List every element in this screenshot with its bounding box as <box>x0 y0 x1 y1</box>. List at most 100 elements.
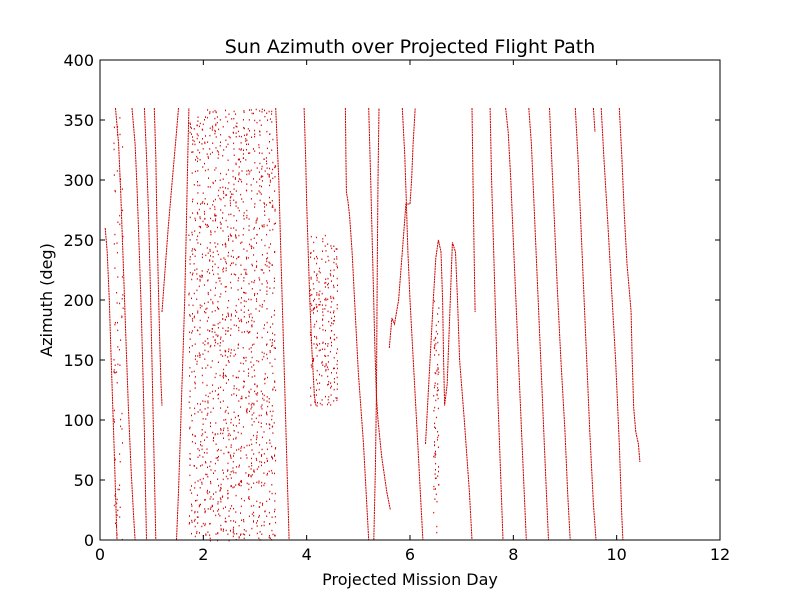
series-trace-10 <box>368 107 391 511</box>
data-point <box>204 213 205 215</box>
data-point <box>309 331 311 334</box>
data-point <box>250 169 252 172</box>
data-point <box>251 325 253 328</box>
data-point <box>437 446 439 448</box>
data-point <box>225 109 226 112</box>
data-point <box>223 374 225 377</box>
data-point <box>119 516 121 518</box>
data-point <box>235 162 237 165</box>
data-point <box>193 248 195 250</box>
data-point <box>244 331 245 333</box>
data-point <box>322 319 324 321</box>
data-point <box>191 505 193 507</box>
data-point <box>233 430 235 432</box>
data-point <box>240 480 242 483</box>
data-point <box>223 373 224 375</box>
data-point <box>336 290 338 292</box>
data-point <box>212 181 214 184</box>
data-point <box>214 331 216 334</box>
data-point <box>209 465 211 468</box>
data-point <box>265 423 267 425</box>
data-point <box>312 308 314 310</box>
data-point <box>269 133 271 135</box>
data-point <box>251 344 253 346</box>
data-point <box>197 310 199 312</box>
data-point <box>223 429 224 432</box>
data-point <box>434 344 436 346</box>
data-point <box>122 307 124 309</box>
data-point <box>437 333 439 335</box>
data-point <box>434 354 436 356</box>
data-point <box>225 409 227 412</box>
data-point <box>243 134 245 137</box>
data-point <box>316 279 318 282</box>
data-point <box>254 293 256 295</box>
data-point <box>233 533 235 535</box>
data-point <box>217 226 218 229</box>
data-point <box>113 142 115 145</box>
data-point <box>243 370 245 372</box>
data-point <box>246 133 248 135</box>
data-point <box>191 441 193 443</box>
data-point <box>225 446 227 448</box>
data-point <box>250 184 252 186</box>
data-point <box>322 341 324 344</box>
data-point <box>224 258 226 261</box>
data-point <box>318 349 320 352</box>
data-point <box>230 422 232 424</box>
data-point <box>310 289 312 291</box>
data-point <box>114 190 116 193</box>
data-point <box>214 132 216 135</box>
data-point <box>240 432 242 435</box>
data-point <box>204 439 205 441</box>
data-point <box>248 402 250 405</box>
data-point <box>193 128 195 130</box>
data-point <box>215 443 217 445</box>
data-point <box>225 246 227 248</box>
series-trace-3 <box>143 107 157 541</box>
data-point <box>336 360 338 362</box>
data-point <box>269 523 271 525</box>
data-point <box>116 382 118 384</box>
data-point <box>227 143 229 146</box>
data-point <box>263 431 265 433</box>
data-point <box>203 451 205 454</box>
data-point <box>243 385 245 387</box>
data-point <box>204 499 206 501</box>
data-point <box>212 256 214 258</box>
data-point <box>235 163 237 166</box>
data-point <box>209 259 211 261</box>
data-point <box>191 503 192 506</box>
data-point <box>194 255 196 257</box>
data-point <box>312 308 314 311</box>
data-point <box>199 184 201 187</box>
data-point <box>210 298 212 301</box>
data-point <box>222 372 224 374</box>
data-point <box>220 407 222 409</box>
data-point <box>114 458 116 460</box>
data-point <box>251 457 253 460</box>
data-point <box>232 375 234 377</box>
data-point <box>434 372 436 374</box>
data-point <box>250 198 252 200</box>
data-point <box>318 298 320 300</box>
data-point <box>117 321 118 324</box>
data-point <box>316 273 318 275</box>
data-point <box>204 202 205 205</box>
data-point <box>322 324 324 327</box>
data-point <box>197 516 199 518</box>
data-point <box>237 158 239 161</box>
data-point <box>243 218 245 220</box>
data-point <box>324 348 326 351</box>
data-point <box>117 488 119 491</box>
data-point <box>327 298 329 301</box>
data-point <box>217 387 219 389</box>
data-point <box>238 234 240 237</box>
data-point <box>240 406 242 408</box>
data-point <box>318 281 320 283</box>
data-point <box>250 475 252 477</box>
data-point <box>259 119 261 122</box>
data-point <box>119 133 121 136</box>
data-point <box>189 427 191 430</box>
data-point <box>254 129 256 132</box>
